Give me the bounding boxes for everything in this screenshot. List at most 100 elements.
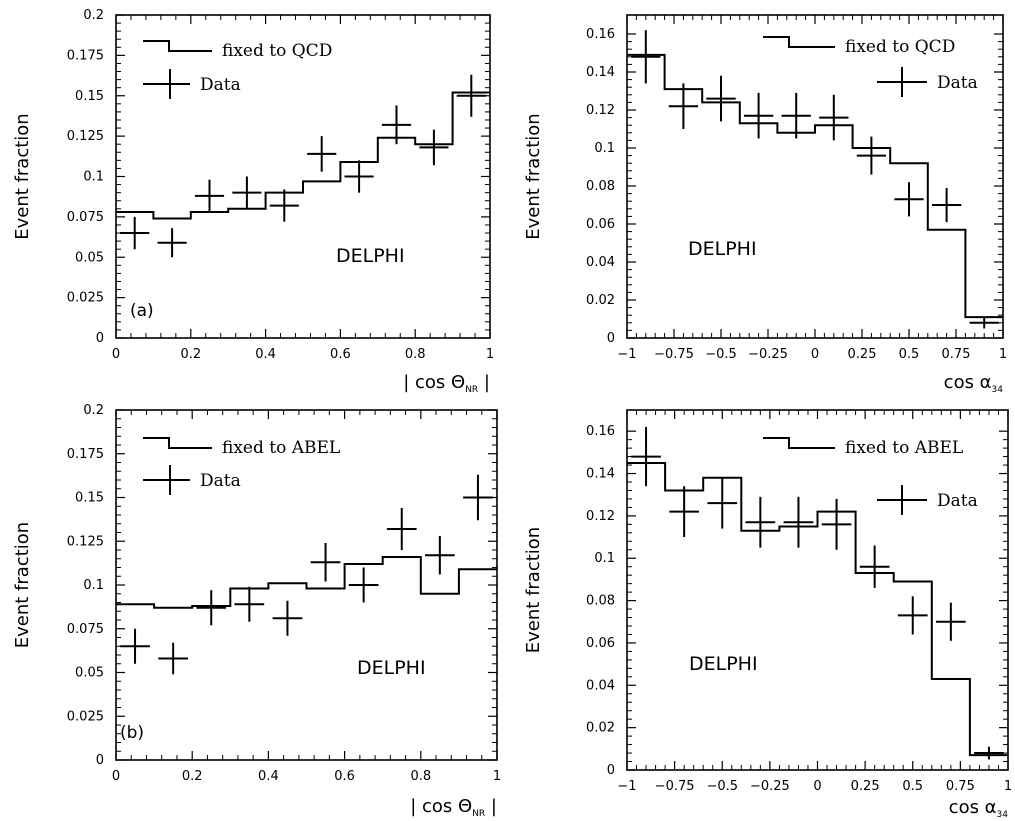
y-tick-label: 0.175: [67, 48, 104, 63]
data-point: [196, 590, 227, 626]
y-tick-label: 0: [607, 763, 615, 778]
legend: fixed to ABEL Data: [763, 437, 978, 515]
legend-step-symbol: [143, 40, 212, 52]
x-tick-label: −0.25: [748, 347, 788, 362]
x-tick-label: −1: [617, 347, 636, 362]
x-tick-label: 0.5: [902, 779, 923, 794]
y-tick-label: 0.04: [586, 255, 615, 270]
legend-label-model: fixed to QCD: [222, 41, 332, 61]
x-tick-label: 0.8: [405, 347, 426, 362]
x-tick-label: 0.4: [258, 769, 279, 784]
x-tick-label: −0.75: [655, 779, 695, 794]
data-point: [194, 179, 225, 213]
y-tick-label: 0.125: [67, 129, 104, 144]
x-tick-label: −0.5: [706, 779, 738, 794]
legend: fixed to ABEL Data: [143, 437, 340, 495]
y-tick-label: 0: [607, 331, 615, 346]
legend-label-model: fixed to ABEL: [845, 438, 963, 458]
y-tick-label: 0.025: [67, 709, 104, 724]
data-point: [631, 30, 661, 84]
y-tick-label: 0.1: [83, 170, 104, 185]
data-point: [120, 628, 150, 664]
data-point: [974, 746, 1004, 760]
x-tick-label: −0.5: [705, 347, 737, 362]
legend-label-data: Data: [937, 491, 978, 511]
data-point: [669, 486, 700, 538]
y-tick-label: 0.05: [75, 666, 104, 681]
x-tick-label: −0.25: [750, 779, 790, 794]
experiment-label: DELPHI: [689, 653, 758, 675]
data-point: [783, 496, 814, 548]
x-tick-label: 0.25: [848, 347, 877, 362]
y-tick-label: 0.15: [75, 89, 104, 104]
y-tick-label: 0.08: [586, 179, 615, 194]
y-tick-label: 0.175: [67, 447, 104, 462]
x-tick-label: 0.25: [851, 779, 880, 794]
x-axis-label-subscript: 34: [992, 385, 1004, 395]
data-point: [120, 216, 150, 250]
x-tick-label: 1: [493, 769, 501, 784]
legend-step-symbol: [763, 36, 835, 48]
data-point: [969, 317, 999, 329]
x-axis-label-subscript: 34: [997, 810, 1009, 820]
x-axis-label-main: | cos Θ: [403, 372, 465, 393]
x-tick-label: 1: [1004, 779, 1012, 794]
step-histogram: [627, 53, 1003, 319]
data-point: [668, 83, 699, 129]
y-tick-label: 0.06: [586, 636, 615, 651]
data-point: [859, 545, 890, 588]
x-tick-label: 0.6: [330, 347, 351, 362]
y-tick-label: 0.08: [586, 594, 615, 609]
step-histogram: [116, 91, 490, 220]
y-tick-label: 0.06: [586, 217, 615, 232]
x-axis-label-subscript: NR: [465, 385, 478, 395]
data-point: [856, 136, 887, 175]
data-point: [463, 474, 493, 521]
y-tick-label: 0.12: [586, 509, 615, 524]
chart-panel-3: 0 0.025 0.05 0.075 0.1 0.125 0.15 0.175 0.2 0 0.2 0…: [12, 403, 501, 819]
y-axis-label: Event fraction: [523, 527, 544, 653]
y-tick-label: 0.12: [586, 103, 615, 118]
data-point: [631, 426, 661, 487]
y-tick-label: 0.125: [67, 534, 104, 549]
y-tick-label: 0: [96, 331, 104, 346]
y-tick-label: 0.1: [594, 551, 615, 566]
data-point: [419, 129, 449, 166]
data-point: [386, 508, 417, 550]
data-point: [931, 187, 962, 223]
data-point: [157, 228, 187, 258]
x-tick-label: 0.2: [180, 347, 201, 362]
data-point: [232, 176, 262, 209]
legend-step-symbol: [763, 437, 835, 449]
legend-label-model: fixed to ABEL: [222, 438, 340, 458]
x-tick-label: 1: [999, 347, 1007, 362]
y-tick-label: 0.15: [75, 491, 104, 506]
y-tick-label: 0.2: [83, 8, 104, 23]
data-point: [272, 600, 303, 636]
y-tick-label: 0.1: [83, 578, 104, 593]
chart-panel-1: 0 0.025 0.05 0.075 0.1 0.125 0.15 0.175 0.2 0 0.2 0…: [12, 8, 494, 395]
data-point: [897, 596, 928, 635]
y-axis-label: Event fraction: [523, 113, 544, 239]
x-axis-label-subscript: NR: [472, 809, 485, 819]
x-axis-label-main: | cos Θ: [410, 796, 472, 817]
x-tick-label: 0.5: [899, 347, 920, 362]
y-tick-label: 0.04: [586, 678, 615, 693]
x-axis-label: | cos ΘNR |: [403, 372, 490, 395]
plot-frame: [115, 14, 491, 339]
step-histogram: [116, 556, 497, 609]
y-tick-label: 0.14: [586, 65, 615, 80]
x-axis-label: cos α34: [944, 372, 1004, 395]
legend-label-data: Data: [200, 471, 241, 491]
x-tick-label: 0: [811, 347, 819, 362]
legend: fixed to QCD Data: [143, 40, 332, 99]
chart-panel-2: 00.020.040.060.080.10.120.140.16−1 −0.75−…: [523, 14, 1007, 395]
y-tick-label: 0.16: [586, 424, 615, 439]
experiment-label: DELPHI: [336, 245, 405, 267]
y-tick-label: 0.16: [586, 27, 615, 42]
x-axis-label-main: cos α: [944, 372, 992, 393]
x-tick-label: 0.4: [255, 347, 276, 362]
y-tick-label: 0.02: [586, 721, 615, 736]
x-tick-label: 0.8: [410, 769, 431, 784]
